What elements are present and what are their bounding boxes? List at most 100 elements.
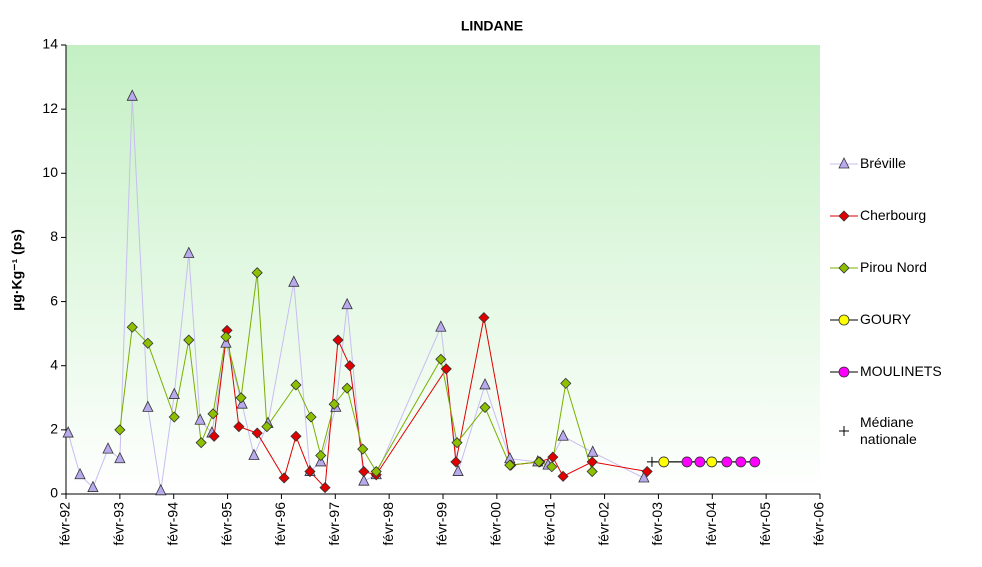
- marker: [168, 387, 180, 399]
- x-tick-label: févr-92: [57, 502, 73, 546]
- marker: [220, 331, 232, 343]
- marker: [546, 461, 558, 473]
- y-tick-label: 2: [50, 421, 58, 437]
- marker: [450, 456, 462, 468]
- x-tick-label: févr-02: [595, 502, 611, 546]
- legend-marker: [839, 426, 849, 436]
- marker: [557, 470, 569, 482]
- marker: [358, 474, 370, 486]
- marker: [261, 421, 273, 433]
- x-tick-label: févr-93: [111, 502, 127, 546]
- legend-marker: [838, 314, 850, 326]
- marker: [305, 411, 317, 423]
- marker: [533, 456, 545, 468]
- marker: [681, 456, 693, 468]
- marker: [168, 411, 180, 423]
- marker: [208, 430, 220, 442]
- marker: [435, 320, 447, 332]
- marker: [332, 334, 344, 346]
- marker: [638, 471, 650, 483]
- marker: [290, 379, 302, 391]
- marker: [504, 459, 516, 471]
- x-tick-label: févr-98: [380, 502, 396, 546]
- x-tick-label: févr-03: [649, 502, 665, 546]
- marker: [183, 334, 195, 346]
- marker: [87, 480, 99, 492]
- marker: [706, 456, 718, 468]
- marker: [102, 442, 114, 454]
- marker: [440, 363, 452, 375]
- marker: [560, 377, 572, 389]
- marker: [478, 312, 490, 324]
- marker: [646, 456, 657, 467]
- legend-marker: [838, 210, 850, 222]
- marker: [126, 321, 138, 333]
- marker: [288, 275, 300, 287]
- marker: [452, 464, 464, 476]
- y-tick-label: 0: [50, 485, 58, 501]
- marker: [114, 424, 126, 436]
- y-tick-label: 14: [42, 36, 58, 52]
- marker: [126, 89, 138, 101]
- marker: [341, 297, 353, 310]
- y-tick-label: 6: [50, 292, 58, 308]
- y-tick-label: 10: [42, 164, 58, 180]
- marker: [370, 465, 382, 478]
- marker: [357, 443, 369, 455]
- marker: [194, 413, 206, 425]
- marker: [248, 448, 260, 460]
- marker: [328, 398, 340, 410]
- x-tick-label: févr-97: [326, 502, 342, 546]
- legend-label: GOURY: [860, 311, 912, 327]
- marker: [155, 483, 167, 496]
- x-tick-label: févr-01: [541, 502, 557, 546]
- marker: [344, 360, 356, 372]
- marker: [319, 482, 331, 494]
- marker: [235, 392, 247, 404]
- marker: [586, 465, 598, 478]
- legend-marker: [838, 262, 850, 274]
- x-tick-label: févr-96: [272, 502, 288, 546]
- marker: [251, 427, 263, 439]
- marker: [641, 465, 653, 478]
- y-tick-label: 8: [50, 228, 58, 244]
- marker: [557, 429, 569, 441]
- marker: [587, 445, 599, 457]
- marker: [735, 456, 747, 468]
- marker: [479, 378, 491, 390]
- marker: [114, 451, 126, 464]
- marker: [236, 397, 248, 409]
- marker: [658, 456, 670, 468]
- marker: [721, 456, 733, 468]
- series-line: [67, 96, 645, 491]
- series-line: [119, 272, 593, 473]
- legend-label: Pirou Nord: [860, 259, 927, 275]
- marker: [233, 421, 245, 433]
- legend-marker: [838, 366, 850, 378]
- marker: [315, 449, 327, 462]
- marker: [142, 337, 154, 349]
- marker: [278, 472, 290, 484]
- legend-label: Médiane nationale: [860, 414, 917, 447]
- marker: [251, 267, 263, 279]
- legend-label: MOULINETS: [860, 363, 942, 379]
- marker: [749, 456, 761, 468]
- marker: [358, 465, 370, 478]
- marker: [547, 451, 559, 463]
- x-tick-label: févr-94: [164, 502, 180, 546]
- y-tick-label: 4: [50, 356, 58, 372]
- marker: [62, 426, 74, 438]
- legend-marker: [838, 157, 850, 169]
- marker: [74, 467, 86, 480]
- marker: [290, 430, 302, 442]
- marker: [341, 382, 353, 394]
- marker: [304, 465, 316, 478]
- legend-label: Bréville: [860, 155, 906, 171]
- legend-label: Cherbourg: [860, 207, 927, 223]
- marker: [694, 456, 706, 468]
- plot-area: [66, 45, 820, 494]
- x-tick-label: févr-04: [703, 502, 719, 546]
- x-tick-label: févr-06: [811, 502, 827, 546]
- marker: [435, 353, 447, 365]
- x-tick-label: févr-95: [218, 502, 234, 546]
